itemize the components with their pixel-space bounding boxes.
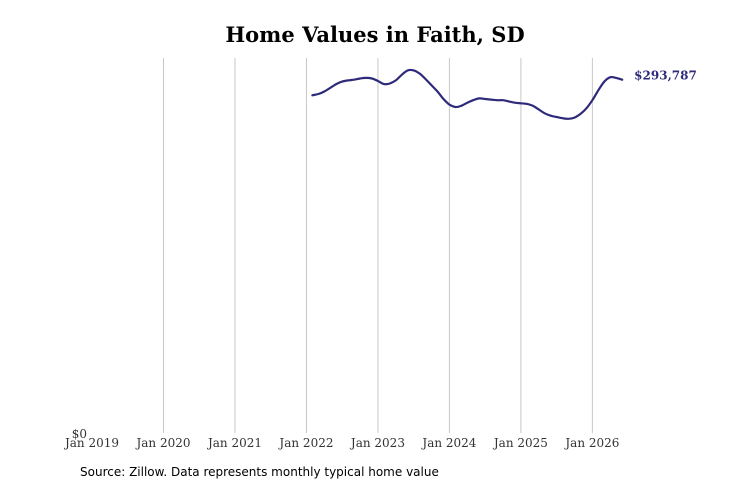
x-tick-label: Jan 2023 bbox=[349, 436, 405, 450]
x-tick-label: Jan 2021 bbox=[206, 436, 262, 450]
x-tick-label: Jan 2020 bbox=[134, 436, 190, 450]
gridlines bbox=[162, 58, 593, 433]
x-tick-label: Jan 2022 bbox=[277, 436, 333, 450]
y-axis-ticks: $0 bbox=[72, 427, 87, 441]
end-value-label: $293,787 bbox=[634, 69, 697, 83]
x-tick-label: Jan 2019 bbox=[63, 436, 119, 450]
x-axis-ticks: Jan 2019 Jan 2020 Jan 2021 Jan 2022 Jan 2023… bbox=[63, 436, 619, 450]
series-line bbox=[311, 68, 624, 120]
chart-title: Home Values in Faith, SD bbox=[225, 22, 524, 47]
x-tick-label: Jan 2026 bbox=[563, 436, 619, 450]
series-layer: $293,787 bbox=[311, 68, 697, 120]
x-tick-label: Jan 2024 bbox=[420, 436, 476, 450]
source-note: Source: Zillow. Data represents monthly … bbox=[80, 465, 439, 479]
x-tick-label: Jan 2025 bbox=[492, 436, 548, 450]
y-tick-label: $0 bbox=[72, 427, 87, 441]
